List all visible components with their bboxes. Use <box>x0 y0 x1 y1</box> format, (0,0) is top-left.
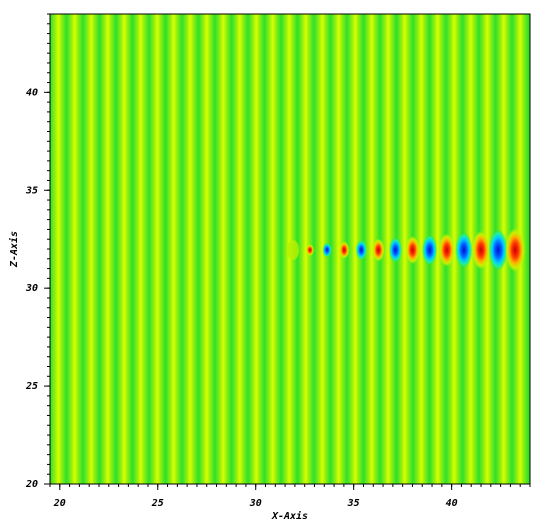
field-lobe <box>322 242 332 258</box>
y-tick-label: 40 <box>26 87 38 98</box>
x-axis-label: X-Axis <box>271 510 308 522</box>
field <box>50 14 530 484</box>
y-tick-label: 30 <box>25 283 38 294</box>
y-tick-label: 20 <box>25 479 38 490</box>
field-lobe <box>389 237 402 263</box>
x-tick-label: 35 <box>347 498 360 509</box>
field-lobe <box>455 232 473 268</box>
x-tick-label: 30 <box>249 498 262 509</box>
field-lobe <box>339 241 350 259</box>
field-lobe <box>488 229 508 271</box>
field-lobe <box>472 230 490 270</box>
field-lobe <box>372 238 385 262</box>
field-lobe <box>306 244 314 256</box>
field-lobe <box>355 240 367 260</box>
field-lobe <box>422 234 438 266</box>
field-lobe <box>405 236 420 264</box>
y-axis-label: Z-Axis <box>8 231 20 268</box>
x-tick-label: 25 <box>151 498 164 509</box>
y-tick-label: 25 <box>25 381 38 392</box>
x-tick-label: 40 <box>446 498 458 509</box>
field-lobe <box>438 233 455 267</box>
y-tick-label: 35 <box>25 185 38 196</box>
field-lobe <box>287 240 299 260</box>
x-tick-label: 20 <box>53 498 66 509</box>
field-lobe <box>505 228 526 272</box>
